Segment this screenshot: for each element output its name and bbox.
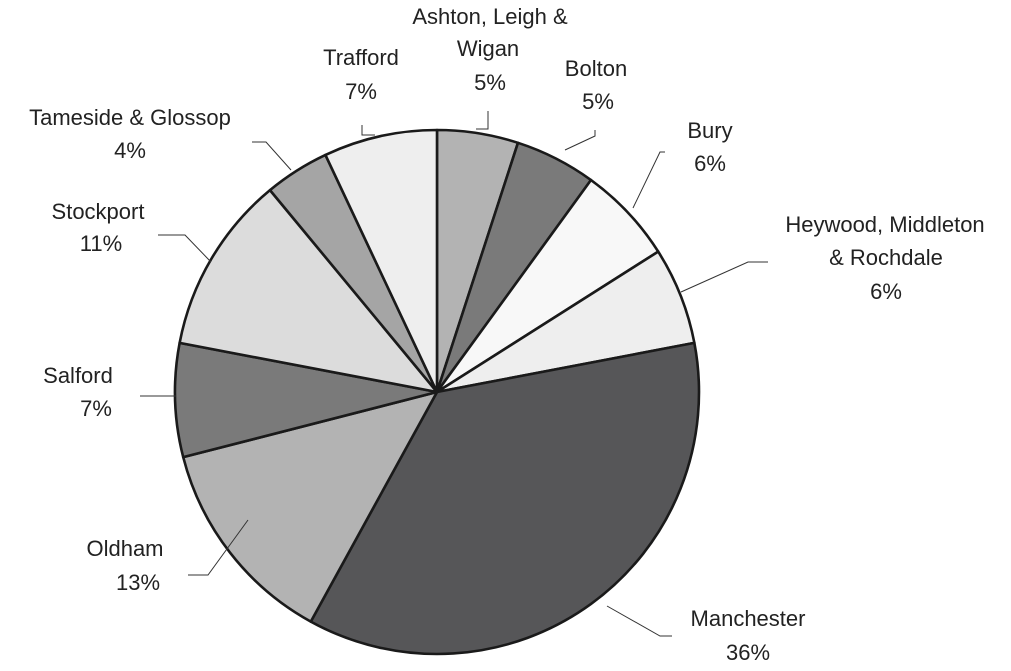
slice-label-manchester: Manchester 36% [691,606,806,665]
slice-name-manchester: Manchester [691,606,806,631]
slice-name-tameside-glossop: Tameside & Glossop [29,105,231,130]
slice-value-tameside-glossop: 4% [114,138,146,163]
leader-line-trafford [361,125,375,136]
slice-value-salford: 7% [80,396,112,421]
slice-label-bury: Bury 6% [687,118,732,176]
leader-lines-layer [140,111,768,637]
slice-label-ashton-leigh-wigan: Ashton, Leigh & Wigan 5% [412,4,568,95]
slice-name-line-heywood-middleton-rochdale: & Rochdale [829,245,943,270]
slice-value-manchester: 36% [726,640,770,665]
slice-label-salford: Salford 7% [43,363,113,421]
slice-value-stockport: 11% [80,231,122,256]
slice-name-trafford: Trafford [323,45,399,70]
slice-label-bolton: Bolton 5% [565,56,627,114]
pie-slice-stockport [178,188,439,394]
slice-name-oldham: Oldham [86,536,163,561]
leader-line-oldham [188,519,249,576]
slice-label-trafford: Trafford 7% [323,45,399,104]
slice-name-line-ashton-leigh-wigan: Wigan [457,36,519,61]
slices-layer [173,128,701,656]
slice-label-stockport: Stockport 11% [52,199,145,256]
slice-name-stockport: Stockport [52,199,145,224]
slice-value-ashton-leigh-wigan: 5% [474,70,506,95]
pie-slice-salford [173,341,439,459]
slice-value-bolton: 5% [582,89,614,114]
slice-value-trafford: 7% [345,79,377,104]
slice-value-heywood-middleton-rochdale: 6% [870,279,902,304]
slice-name-bury: Bury [687,118,732,143]
leader-line-heywood-middleton-rochdale [680,261,768,293]
slice-label-oldham: Oldham 13% [86,536,163,595]
leader-line-bury [632,151,665,209]
leader-line-tameside-glossop [252,141,292,171]
labels-layer: Ashton, Leigh & Wigan 5%Bolton 5%Bury 6%Heyw… [29,4,985,665]
leader-line-ashton-leigh-wigan [476,111,489,130]
slice-value-bury: 6% [694,151,726,176]
leader-line-bolton [564,130,596,151]
slice-label-tameside-glossop: Tameside & Glossop 4% [29,105,231,163]
slice-name-bolton: Bolton [565,56,627,81]
pie-slice-trafford [324,128,439,394]
slice-name-line-ashton-leigh-wigan: Ashton, Leigh & [412,4,568,29]
slice-label-heywood-middleton-rochdale: Heywood, Middleton & Rochdale 6% [785,212,984,304]
pie-slice-manchester [309,341,701,656]
slice-value-oldham: 13% [116,570,160,595]
leader-line-manchester [606,605,672,637]
slice-name-line-heywood-middleton-rochdale: Heywood, Middleton [785,212,984,237]
slice-name-salford: Salford [43,363,113,388]
pie-slice-oldham [181,390,439,623]
leader-line-stockport [158,234,212,263]
